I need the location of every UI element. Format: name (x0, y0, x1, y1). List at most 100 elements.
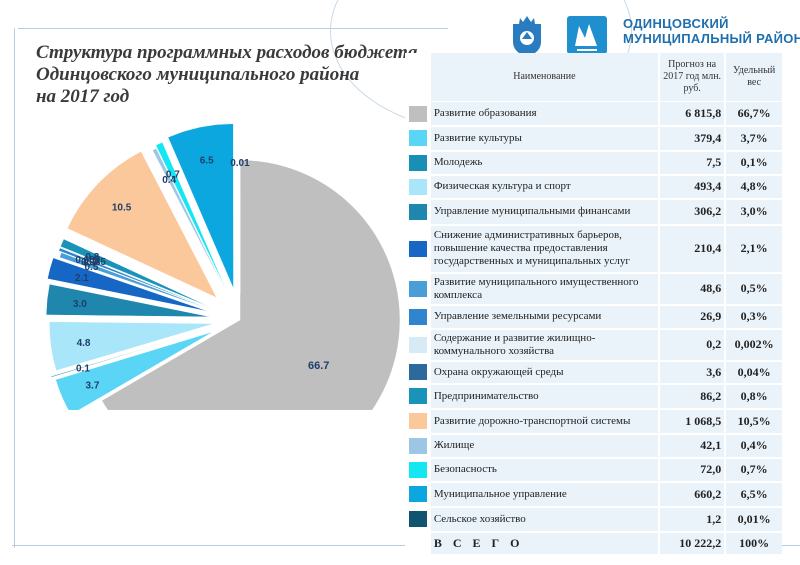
row-share: 0,1% (724, 150, 782, 176)
header-forecast: Прогноз на 2017 год млн. руб. (657, 53, 726, 102)
table-row: Развитие образования 6 815,8 66,7% (405, 101, 782, 127)
pie-data-label: 0.5 (84, 262, 98, 273)
pie-data-label: 3.7 (85, 380, 99, 391)
total-swatch-cell (405, 531, 431, 554)
pie-slice (155, 141, 229, 294)
row-name: Охрана окружающей среды (430, 360, 659, 385)
row-forecast: 660,2 (657, 481, 726, 508)
row-share: 0,8% (724, 383, 782, 410)
swatch-cell (405, 383, 431, 409)
table-row: Управление земельными ресурсами 26,9 0,3% (405, 304, 782, 330)
row-share: 3,7% (724, 125, 782, 152)
table-row: Безопасность 72,0 0,7% (405, 457, 782, 483)
row-forecast: 48,6 (657, 272, 726, 306)
row-forecast: 306,2 (657, 198, 726, 226)
pie-data-label: 4.8 (77, 338, 91, 349)
row-forecast: 72,0 (657, 457, 726, 483)
header-swatch-column (405, 53, 431, 102)
header-name: Наименование (430, 53, 659, 102)
row-name: Развитие дорожно-транспортной системы (430, 408, 659, 435)
pie-slice (50, 328, 210, 378)
pie-data-label: 66.7 (308, 360, 329, 372)
table-row: Физическая культура и спорт 493,4 4,8% (405, 174, 782, 200)
swatch-cell (405, 101, 431, 126)
pie-slice (60, 238, 214, 309)
table-row: Молодежь 7,5 0,1% (405, 150, 782, 176)
swatch-cell (405, 125, 431, 151)
legend-swatch (408, 280, 427, 297)
pie-slice (45, 283, 212, 318)
legend-swatch (408, 511, 427, 527)
legend-swatch (408, 364, 427, 380)
table-row: Развитие муниципального имущественного к… (405, 272, 782, 306)
row-forecast: 1 068,5 (657, 408, 726, 435)
row-name: Управление муниципальными финансами (430, 198, 659, 226)
row-forecast: 26,9 (657, 304, 726, 330)
legend-swatch (408, 413, 427, 429)
legend-swatch (408, 308, 427, 325)
row-name: Управление земельными ресурсами (430, 304, 659, 330)
row-forecast: 379,4 (657, 125, 726, 152)
row-forecast: 1,2 (657, 506, 726, 533)
legend-swatch (408, 154, 427, 171)
logo-text: ОДИНЦОВСКИЙ МУНИЦИПАЛЬНЫЙ РАЙОН (623, 16, 800, 46)
swatch-cell (405, 360, 431, 384)
row-share: 6,5% (724, 481, 782, 508)
coat-of-arms-icon (513, 16, 541, 57)
total-share: 100% (724, 531, 782, 554)
legend-swatch (408, 486, 427, 502)
row-name: Физическая культура и спорт (430, 174, 659, 200)
table-row: Муниципальное управление 660,2 6,5% (405, 481, 782, 508)
swatch-cell (405, 506, 431, 532)
row-share: 2,1% (724, 224, 782, 274)
swatch-cell (405, 224, 431, 273)
pie-slice (55, 331, 214, 410)
row-share: 0,01% (724, 506, 782, 533)
pie-slice (58, 247, 214, 310)
legend-swatch (408, 105, 427, 122)
title-line-2: Одинцовского муниципального района (36, 64, 360, 85)
table-row: Развитие культуры 379,4 3,7% (405, 125, 782, 152)
row-name: Жилище (430, 433, 659, 459)
pie-data-label: 0.3 (83, 257, 97, 268)
pie-data-label: 2.1 (75, 273, 89, 284)
row-name: Развитие культуры (430, 125, 659, 152)
pie-data-label: 10.5 (112, 203, 132, 214)
pie-data-label: 3.0 (73, 299, 87, 310)
pie-slice (167, 123, 234, 289)
swatch-cell (405, 272, 431, 305)
row-share: 3,0% (724, 198, 782, 226)
row-share: 0,002% (724, 328, 782, 362)
row-name: Снижение административных барьеров, повы… (430, 224, 659, 274)
table-row: Жилище 42,1 0,4% (405, 433, 782, 459)
total-row: В С Е Г О 10 222,2 100% (405, 531, 782, 554)
row-forecast: 493,4 (657, 174, 726, 200)
legend-swatch (408, 130, 427, 146)
legend-swatch (408, 336, 427, 353)
row-share: 0,4% (724, 433, 782, 459)
row-name: Содержание и развитие жилищно-коммунальн… (430, 328, 659, 362)
pie-slices (45, 123, 400, 410)
logo-line-1: ОДИНЦОВСКИЙ (623, 16, 729, 31)
logo-line-2: МУНИЦИПАЛЬНЫЙ РАЙОН (623, 31, 800, 46)
swatch-cell (405, 304, 431, 329)
legend-swatch (408, 240, 427, 257)
row-share: 0,3% (724, 304, 782, 330)
table-header-row: Наименование Прогноз на 2017 год млн. ру… (405, 53, 782, 102)
row-share: 0,04% (724, 360, 782, 385)
header-share: Удельный вес (724, 53, 782, 102)
row-forecast: 7,5 (657, 150, 726, 176)
swatch-cell (405, 328, 431, 361)
row-name: Безопасность (430, 457, 659, 483)
row-forecast: 210,4 (657, 224, 726, 274)
pie-slice (66, 150, 218, 299)
page-title: Структура программных расходов бюджета О… (36, 42, 436, 108)
row-share: 0,5% (724, 272, 782, 306)
budget-table: Наименование Прогноз на 2017 год млн. ру… (405, 53, 782, 558)
top-frame-line (18, 28, 448, 29)
swatch-cell (405, 408, 431, 434)
row-name: Развитие образования (430, 101, 659, 127)
total-forecast: 10 222,2 (657, 531, 726, 554)
title-line-1: Структура программных расходов бюджета (36, 42, 418, 63)
row-name: Молодежь (430, 150, 659, 176)
